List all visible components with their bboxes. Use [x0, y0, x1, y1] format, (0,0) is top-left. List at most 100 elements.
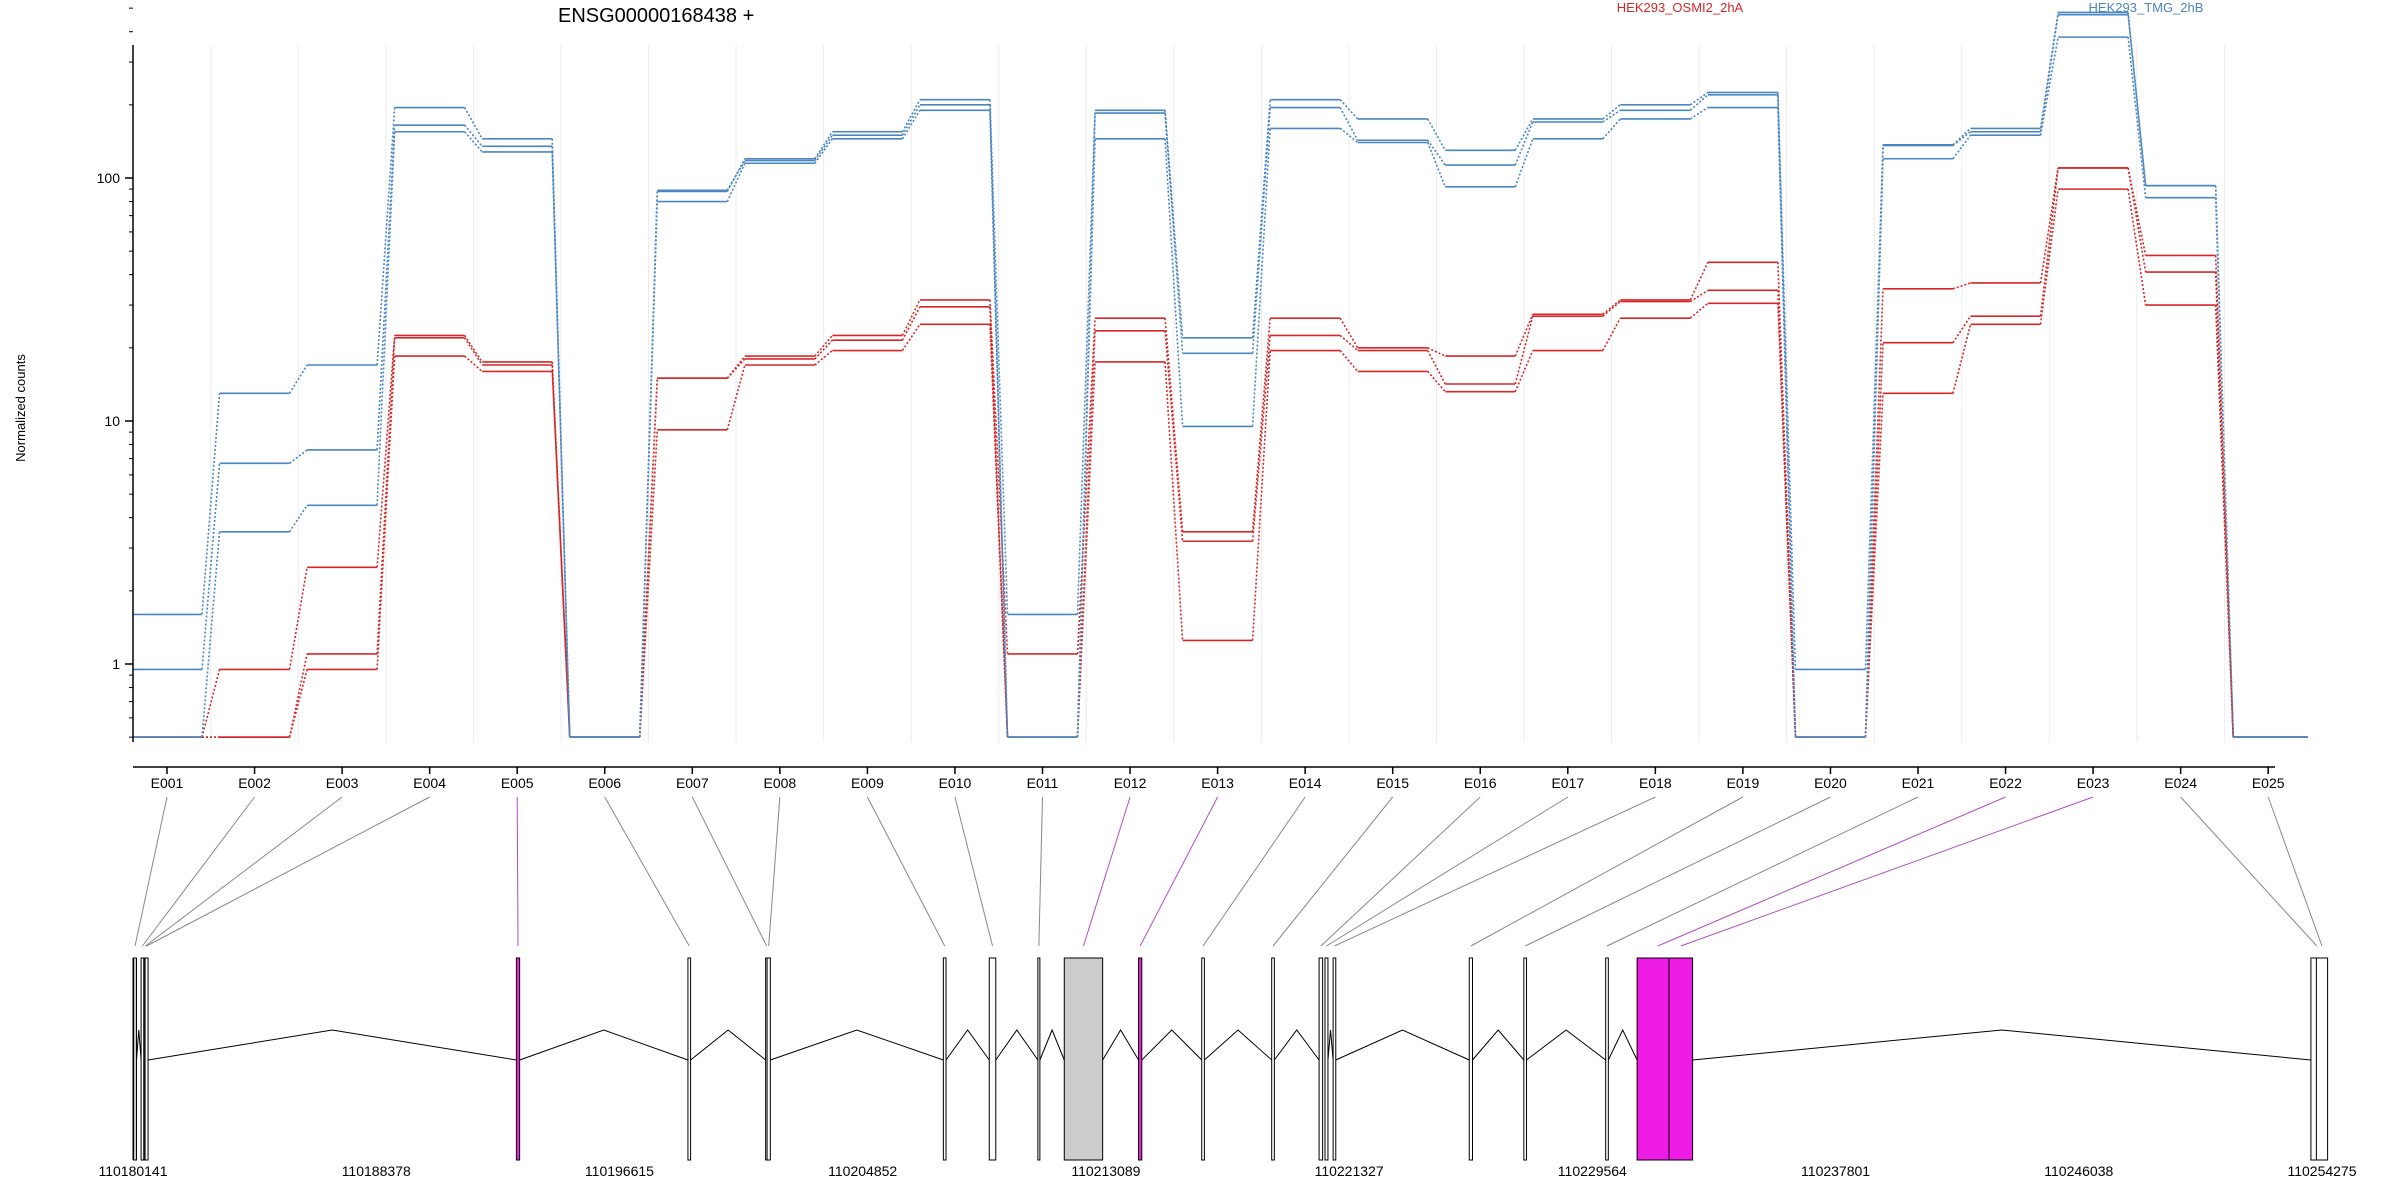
- exon-label-e003: E003: [326, 775, 359, 791]
- exon-label-e017: E017: [1551, 775, 1584, 791]
- intron-line: [1141, 1029, 1203, 1061]
- coordinate-label: 110254275: [2287, 1163, 2356, 1179]
- intron-line: [1273, 1029, 1320, 1061]
- transition: [1427, 118, 1446, 151]
- exon-box-e001: [133, 957, 138, 1161]
- intron-line: [1204, 1029, 1273, 1061]
- transition: [901, 109, 921, 140]
- exon-label-e021: E021: [1902, 775, 1935, 791]
- transition: [2127, 12, 2147, 186]
- intron-line: [1692, 1029, 2311, 1061]
- connector-e011: [1038, 796, 1043, 947]
- exon-box-e013: [1138, 957, 1143, 1161]
- intron-line: [1102, 1029, 1139, 1061]
- exon-label-e006: E006: [588, 775, 621, 791]
- transition: [814, 134, 834, 161]
- transition: [1602, 109, 1621, 123]
- connector-e005: [516, 796, 519, 947]
- exon-label-e014: E014: [1289, 775, 1322, 791]
- exon-label-e012: E012: [1114, 775, 1147, 791]
- transition: [288, 567, 308, 670]
- series-HEK293_OSMI2_2hA-1: [133, 167, 2308, 738]
- connector-e008: [768, 796, 781, 947]
- connector-e024: [2180, 796, 2318, 947]
- transition: [2039, 189, 2059, 325]
- coordinate-label: 110188378: [342, 1163, 411, 1179]
- exon-box-e009: [942, 957, 947, 1161]
- exon-label-e007: E007: [676, 775, 709, 791]
- exon-box-e014: [1201, 957, 1205, 1161]
- exon-label-e002: E002: [238, 775, 271, 791]
- transition: [464, 124, 483, 147]
- transition: [376, 107, 396, 366]
- y-axis-label: Normalized counts: [13, 354, 28, 462]
- exon-box-e002: [140, 957, 145, 1161]
- y-axis: 1 10 100: [97, 7, 134, 742]
- exon-label-e008: E008: [763, 775, 796, 791]
- transition: [2039, 167, 2059, 317]
- transition: [376, 337, 396, 654]
- connector-e021: [1606, 796, 1919, 947]
- exon-box-e010: [988, 957, 997, 1161]
- transition: [1251, 107, 1271, 354]
- transition: [288, 504, 308, 533]
- y-tick-label: 1: [112, 656, 120, 672]
- transition: [726, 358, 746, 379]
- connector-e003: [145, 796, 343, 947]
- transition: [1602, 118, 1621, 140]
- transition: [551, 146, 571, 738]
- transition: [726, 364, 746, 431]
- transition: [1777, 303, 1797, 738]
- intron-line: [1327, 1029, 1334, 1061]
- connector-e015: [1272, 796, 1394, 947]
- transition: [1076, 318, 1096, 654]
- connector-e004: [146, 796, 430, 947]
- connector-e013: [1139, 796, 1219, 947]
- transition: [1427, 347, 1446, 357]
- series-HEK293_OSMI2_2hA-2: [133, 188, 2308, 738]
- transition: [551, 371, 571, 738]
- transition: [1864, 288, 1884, 738]
- transition: [2039, 36, 2059, 136]
- exon-axis: E001 E002 E003 E004 E005 E006 E007 E008 E009 E010…: [133, 766, 2285, 791]
- connector-e009: [866, 796, 946, 947]
- transition: [1689, 106, 1709, 120]
- transition: [989, 299, 1009, 654]
- exon-label-e010: E010: [939, 775, 972, 791]
- transition: [1164, 330, 1184, 542]
- transition: [989, 324, 1009, 738]
- transition: [1251, 335, 1271, 542]
- transition: [1164, 113, 1184, 354]
- transition: [1427, 370, 1446, 393]
- transition: [463, 337, 483, 366]
- transition: [726, 162, 746, 202]
- exon-label-e015: E015: [1376, 775, 1409, 791]
- transition: [1952, 134, 1972, 160]
- exon-box-e008: [766, 957, 771, 1161]
- exon-box-e011: [1037, 957, 1041, 1161]
- transition: [1514, 313, 1534, 357]
- intron-line: [147, 1029, 517, 1061]
- transition: [1514, 350, 1534, 393]
- exon-label-e013: E013: [1201, 775, 1234, 791]
- transition: [2214, 197, 2234, 738]
- intron-line: [519, 1029, 689, 1061]
- transition: [814, 334, 834, 357]
- transition: [1076, 361, 1096, 738]
- transition: [2127, 167, 2147, 273]
- exon-box-e020: [1523, 957, 1528, 1161]
- transition: [814, 138, 834, 164]
- connector-e019: [1470, 796, 1744, 947]
- transition: [901, 104, 921, 136]
- connector-e020: [1524, 796, 1831, 947]
- exon-box-e021: [1605, 957, 1609, 1161]
- exon-connectors: [134, 796, 2323, 947]
- transition: [726, 160, 746, 191]
- transition: [1076, 110, 1096, 615]
- exon-box-e015: [1271, 957, 1275, 1161]
- connector-e017: [1326, 796, 1569, 947]
- transition: [2127, 188, 2147, 306]
- intron-line: [1335, 1029, 1470, 1061]
